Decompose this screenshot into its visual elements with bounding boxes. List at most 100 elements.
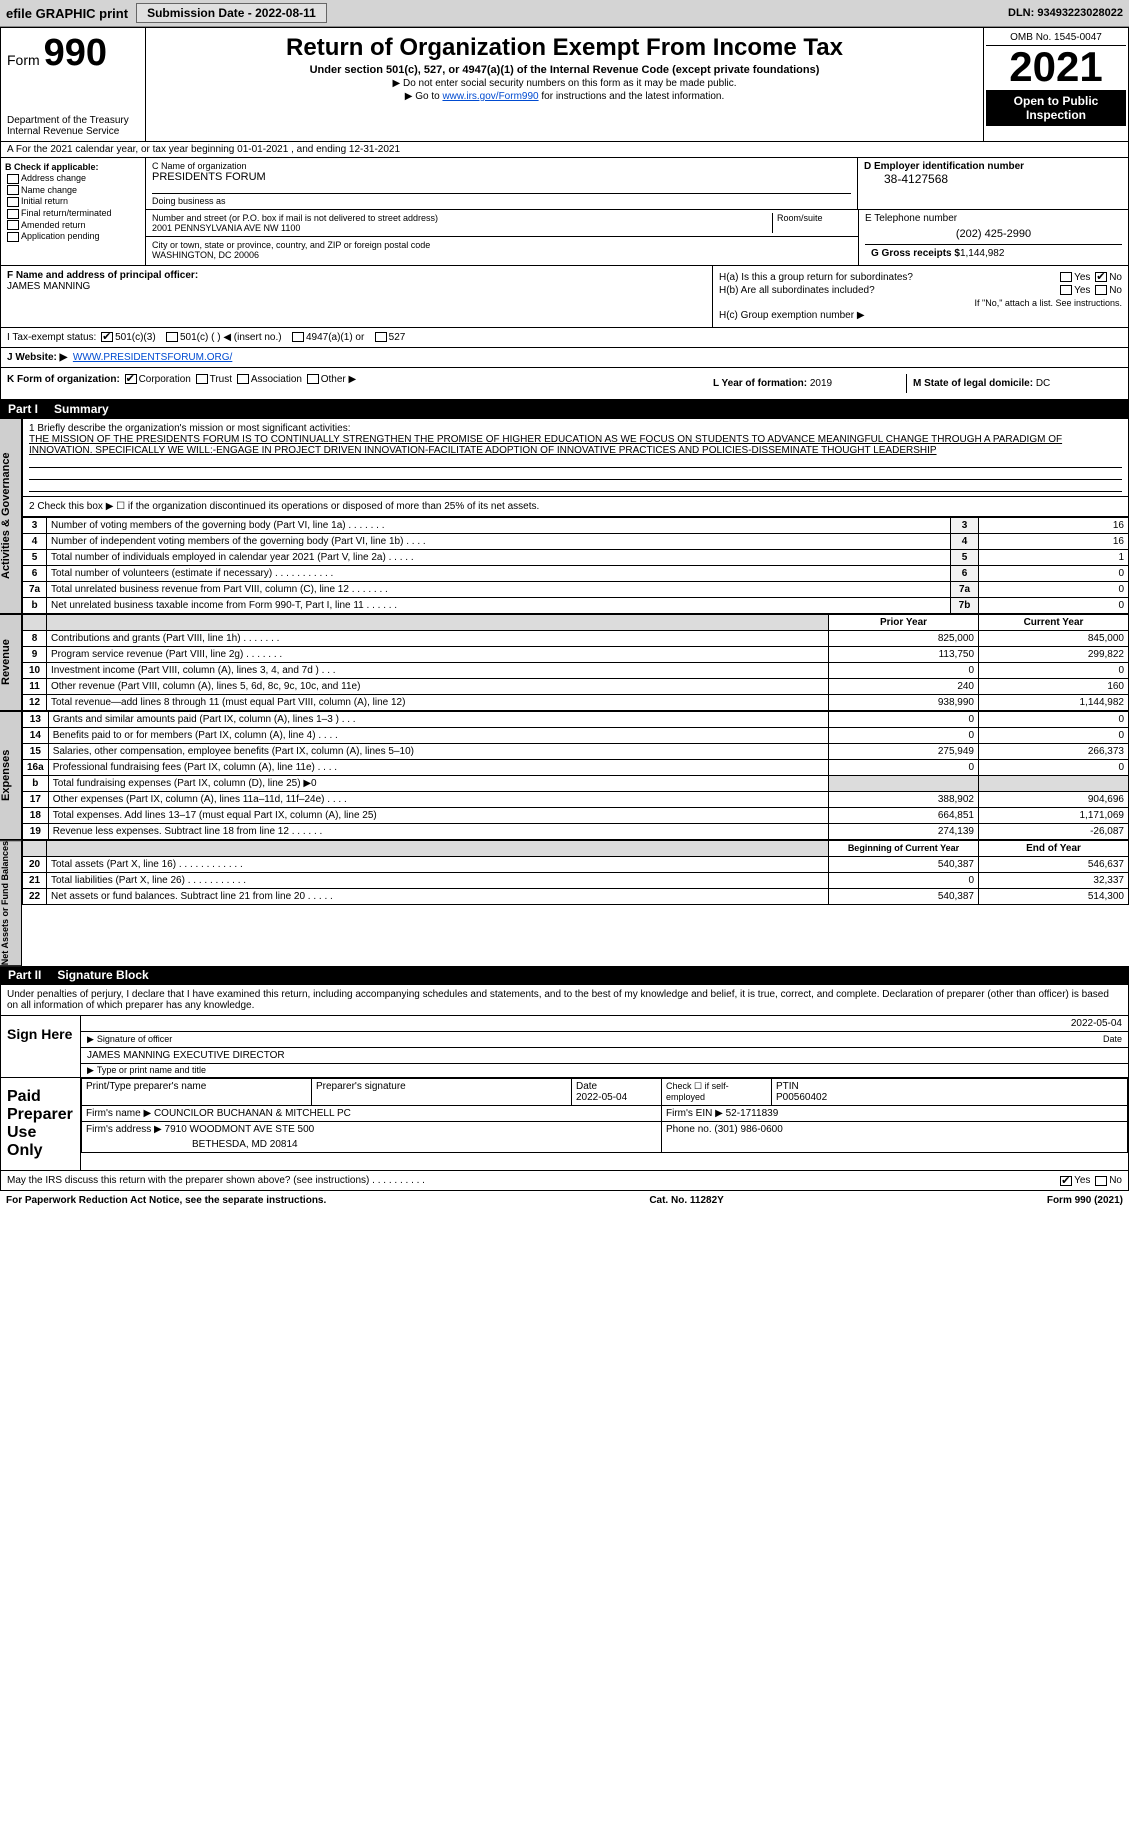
table-row: 13Grants and similar amounts paid (Part … (23, 712, 1129, 728)
ein-cell: D Employer identification number 38-4127… (858, 158, 1128, 209)
tax-year: 2021 (986, 46, 1126, 88)
discuss-no[interactable] (1095, 1176, 1107, 1186)
table-row: bNet unrelated business taxable income f… (23, 598, 1129, 614)
h-a: H(a) Is this a group return for subordin… (719, 272, 1122, 283)
paid-preparer-block: Paid Preparer Use Only Print/Type prepar… (0, 1078, 1129, 1171)
discuss-yes[interactable] (1060, 1176, 1072, 1186)
table-row: 21Total liabilities (Part X, line 26) . … (23, 873, 1129, 889)
cb-final-return[interactable]: Final return/terminated (5, 208, 141, 219)
cb-app-pending[interactable]: Application pending (5, 231, 141, 242)
table-row: 6Total number of volunteers (estimate if… (23, 566, 1129, 582)
table-row: 14Benefits paid to or for members (Part … (23, 728, 1129, 744)
side-net-assets: Net Assets or Fund Balances (0, 840, 22, 966)
cb-amended[interactable]: Amended return (5, 220, 141, 231)
row-a-period: A For the 2021 calendar year, or tax yea… (0, 142, 1129, 158)
org-name-cell: C Name of organization PRESIDENTS FORUM … (146, 158, 858, 209)
dept-label: Department of the Treasury (7, 115, 139, 126)
table-row: 8Contributions and grants (Part VIII, li… (23, 631, 1129, 647)
entity-block: B Check if applicable: Address change Na… (0, 158, 1129, 266)
table-row: 5Total number of individuals employed in… (23, 550, 1129, 566)
submission-date-button[interactable]: Submission Date - 2022-08-11 (136, 3, 327, 23)
table-row: 3Number of voting members of the governi… (23, 518, 1129, 534)
efile-label: efile GRAPHIC print (6, 6, 128, 21)
cb-corp[interactable] (125, 374, 137, 384)
website-link[interactable]: WWW.PRESIDENTSFORUM.ORG/ (73, 352, 232, 363)
table-row: 4Number of independent voting members of… (23, 534, 1129, 550)
table-row: 15Salaries, other compensation, employee… (23, 744, 1129, 760)
table-row: 7aTotal unrelated business revenue from … (23, 582, 1129, 598)
sign-here-block: Sign Here 2022-05-04 Signature of office… (0, 1016, 1129, 1078)
year-formation: L Year of formation: 2019 (707, 374, 907, 393)
gross-receipts: G Gross receipts $1,144,982 (865, 244, 1122, 262)
table-row: 20Total assets (Part X, line 16) . . . .… (23, 857, 1129, 873)
table-row: 18Total expenses. Add lines 13–17 (must … (23, 808, 1129, 824)
cb-501c3[interactable] (101, 332, 113, 342)
h-b: H(b) Are all subordinates included? Yes … (719, 285, 1122, 296)
h-c: H(c) Group exemption number ▶ (719, 310, 1122, 321)
cb-assoc[interactable] (237, 374, 249, 384)
cb-4947[interactable] (292, 332, 304, 342)
sign-date: 2022-05-04 (1071, 1018, 1122, 1029)
table-row: 19Revenue less expenses. Subtract line 1… (23, 824, 1129, 840)
firm-addr2: BETHESDA, MD 20814 (82, 1137, 662, 1153)
org-name: PRESIDENTS FORUM (152, 171, 851, 183)
principal-officer: JAMES MANNING (7, 281, 706, 292)
firm-addr1: 7910 WOODMONT AVE STE 500 (165, 1124, 315, 1135)
discuss-row: May the IRS discuss this return with the… (0, 1171, 1129, 1191)
table-row: bTotal fundraising expenses (Part IX, co… (23, 776, 1129, 792)
street-address: 2001 PENNSYLVANIA AVE NW 1100 (152, 223, 772, 233)
efile-topbar: efile GRAPHIC print Submission Date - 20… (0, 0, 1129, 27)
ptin: P00560402 (776, 1092, 827, 1103)
preparer-date: 2022-05-04 (576, 1092, 627, 1103)
side-revenue: Revenue (0, 614, 22, 711)
city-state-zip: WASHINGTON, DC 20006 (152, 250, 852, 260)
line2: 2 Check this box ▶ ☐ if the organization… (22, 497, 1129, 517)
firm-ein: 52-1711839 (726, 1108, 779, 1119)
mission-block: 1 Briefly describe the organization's mi… (22, 418, 1129, 497)
col-b-checkboxes: B Check if applicable: Address change Na… (1, 158, 146, 265)
dln-label: DLN: 93493223028022 (1008, 7, 1123, 19)
revenue-table: Prior Year Current Year 8Contributions a… (22, 614, 1129, 711)
firm-name: COUNCILOR BUCHANAN & MITCHELL PC (154, 1108, 351, 1119)
irs-label: Internal Revenue Service (7, 126, 139, 137)
k-l-m-row: K Form of organization: Corporation Trus… (0, 368, 1129, 400)
irs-link[interactable]: www.irs.gov/Form990 (442, 91, 538, 102)
form-number: Form 990 (7, 32, 139, 75)
table-row: 11Other revenue (Part VIII, column (A), … (23, 679, 1129, 695)
f-h-block: F Name and address of principal officer:… (0, 266, 1129, 328)
ssn-note: ▶ Do not enter social security numbers o… (154, 78, 975, 89)
table-row: 9Program service revenue (Part VIII, lin… (23, 647, 1129, 663)
open-to-public: Open to Public Inspection (986, 90, 1126, 126)
governance-table: 3Number of voting members of the governi… (22, 517, 1129, 614)
part1-header: Part ISummary (0, 400, 1129, 418)
cb-initial-return[interactable]: Initial return (5, 196, 141, 207)
cb-trust[interactable] (196, 374, 208, 384)
cb-501c[interactable] (166, 332, 178, 342)
cb-address-change[interactable]: Address change (5, 173, 141, 184)
side-expenses: Expenses (0, 711, 22, 840)
form-header: Form 990 Department of the Treasury Inte… (0, 27, 1129, 142)
part2-header: Part IISignature Block (0, 966, 1129, 984)
goto-note: ▶ Go to www.irs.gov/Form990 for instruct… (154, 91, 975, 102)
paid-preparer-label: Paid Preparer Use Only (1, 1078, 81, 1170)
telephone: (202) 425-2990 (865, 228, 1122, 240)
cb-name-change[interactable]: Name change (5, 185, 141, 196)
side-governance: Activities & Governance (0, 418, 22, 614)
tax-exempt-status: I Tax-exempt status: 501(c)(3) 501(c) ( … (0, 328, 1129, 348)
table-row: 16aProfessional fundraising fees (Part I… (23, 760, 1129, 776)
cb-527[interactable] (375, 332, 387, 342)
sign-here-label: Sign Here (1, 1016, 81, 1077)
form-subtitle: Under section 501(c), 527, or 4947(a)(1)… (154, 64, 975, 76)
expenses-table: 13Grants and similar amounts paid (Part … (22, 711, 1129, 840)
website-row: J Website: ▶ WWW.PRESIDENTSFORUM.ORG/ (0, 348, 1129, 368)
state-domicile: M State of legal domicile: DC (907, 374, 1122, 393)
officer-name: JAMES MANNING EXECUTIVE DIRECTOR (87, 1050, 285, 1061)
ein-value: 38-4127568 (864, 172, 1122, 186)
mission-text: THE MISSION OF THE PRESIDENTS FORUM IS T… (29, 434, 1122, 456)
firm-phone: (301) 986-0600 (714, 1124, 782, 1135)
cb-other[interactable] (307, 374, 319, 384)
table-row: 17Other expenses (Part IX, column (A), l… (23, 792, 1129, 808)
form-title: Return of Organization Exempt From Incom… (154, 34, 975, 62)
perjury-text: Under penalties of perjury, I declare th… (0, 984, 1129, 1016)
net-assets-table: Beginning of Current Year End of Year 20… (22, 840, 1129, 905)
